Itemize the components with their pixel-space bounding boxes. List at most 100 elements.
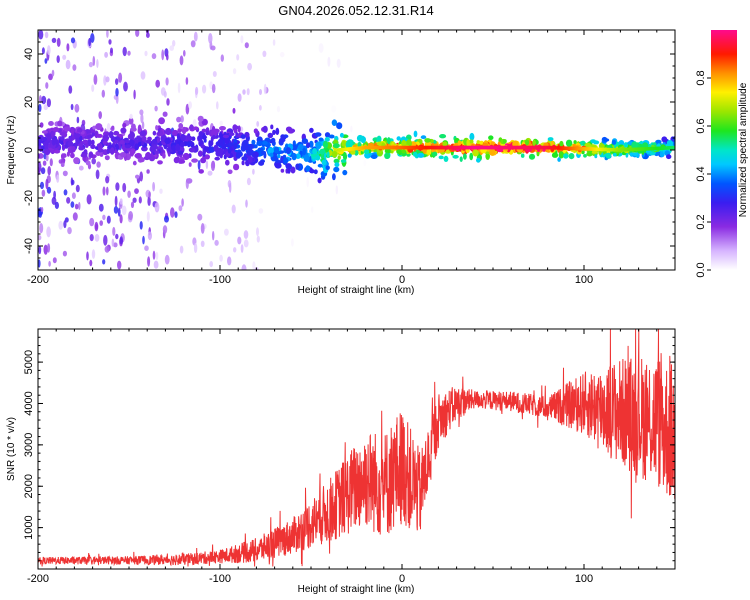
ridge-blob [145,139,152,144]
noise-speck [66,197,71,204]
ridge-blob [251,139,255,145]
noise-speck [48,73,53,81]
ridge-blob [63,126,71,132]
colorbar-gradient [711,30,737,270]
ridge-blob [213,146,220,153]
ridge-blob [201,128,207,133]
noise-speck [98,203,104,212]
ridge-blob [177,135,181,142]
ridge-blob [257,147,264,152]
ridge-blob [227,169,233,175]
noise-speck [216,101,219,110]
ridge-blob [256,140,264,147]
colorbar-tick-label: 0.6 [695,118,707,133]
noise-speck [119,236,124,245]
noise-speck [139,221,143,230]
noise-speck [170,207,175,218]
noise-speck [138,196,142,204]
noise-speck [152,250,156,260]
noise-speck [43,244,48,255]
noise-speck [180,115,184,123]
ridge-blob [442,141,448,147]
ridge-blob [262,125,268,133]
noise-speck [185,77,189,85]
noise-speck [256,227,259,237]
noise-speck [102,259,106,265]
noise-speck [259,89,262,95]
ridge-blob [52,127,60,132]
ridge-blob [463,153,467,160]
ridge-blob [201,118,208,126]
ridge-blob [60,136,65,141]
noise-speck [46,226,51,238]
ridge-blob [438,155,444,160]
ridge-blob [305,165,311,172]
ridge-blob [581,150,585,155]
noise-speck [155,251,159,261]
noise-speck [240,244,244,253]
ridge-blob [141,141,145,146]
ridge-blob [158,117,166,125]
noise-speck [94,221,99,232]
ridge-blob [241,160,245,166]
ridge-blob [328,134,335,139]
colorbar-tick-label: 0.2 [695,214,707,229]
noise-speck [237,93,242,102]
ridge-blob [547,137,554,142]
noise-speck [212,230,215,241]
noise-speck [144,50,148,57]
noise-speck [115,87,119,97]
noise-speck [139,171,143,182]
ridge-blob [291,152,297,161]
ridge-blob [270,137,276,143]
noise-speck [327,56,331,67]
noise-speck [163,91,167,98]
ridge-blob [252,151,259,159]
noise-speck [38,235,42,241]
ridge-blob [233,142,238,150]
ridge-blob [145,152,151,158]
noise-speck [195,86,199,96]
ridge-blob [623,142,629,148]
ridge-blob [324,132,331,138]
ridge-blob [57,120,63,127]
noise-speck [119,214,123,224]
noise-speck [263,83,267,95]
ridge-blob [331,151,338,158]
ridge-blob [122,122,127,128]
x-tick-label: -200 [27,274,49,286]
ridge-blob [303,154,310,162]
ridge-blob [90,144,96,149]
ridge-blob [363,149,370,155]
ridge-blob [229,147,233,152]
ridge-blob [593,140,600,145]
noise-speck [140,71,146,80]
noise-speck [220,54,224,62]
ridge-blob [42,160,47,166]
ridge-blob [171,129,179,137]
noise-speck [38,30,44,40]
noise-speck [245,199,248,208]
noise-speck [311,206,314,214]
ridge-blob [528,153,536,160]
noise-speck [165,77,169,86]
noise-speck [236,54,240,61]
ridge-blob [469,139,474,144]
noise-speck [256,235,260,243]
noise-speck [123,81,128,92]
noise-speck [67,227,72,235]
ridge-blob [111,125,115,130]
ridge-blob [204,154,210,160]
noise-speck [51,196,57,205]
noise-speck [49,158,53,167]
ridge-blob [267,132,274,139]
noise-speck [104,245,110,253]
ridge-blob [277,154,281,159]
ridge-blob [96,143,102,148]
ridge-blob [197,115,204,122]
y-tick-label: 4000 [23,391,35,415]
ridge-blob [219,126,226,131]
ridge-blob [334,162,340,168]
ridge-blob [90,139,95,146]
ridge-blob [439,134,447,139]
